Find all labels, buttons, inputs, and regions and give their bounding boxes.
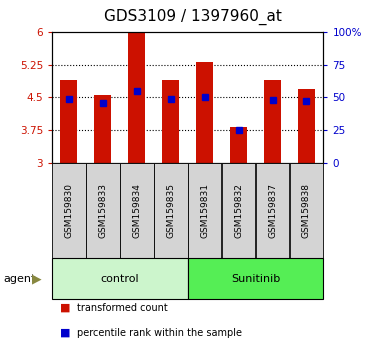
Text: transformed count: transformed count xyxy=(77,303,168,313)
Bar xyxy=(94,95,111,163)
Bar xyxy=(264,80,281,163)
Bar xyxy=(222,163,255,258)
Bar xyxy=(154,163,187,258)
Text: GSM159833: GSM159833 xyxy=(98,183,107,238)
Text: control: control xyxy=(100,274,139,284)
Bar xyxy=(188,163,221,258)
Bar xyxy=(196,62,213,163)
Text: GSM159832: GSM159832 xyxy=(234,183,243,238)
Text: GSM159838: GSM159838 xyxy=(302,183,311,238)
Bar xyxy=(290,163,323,258)
Bar xyxy=(120,163,154,258)
Bar xyxy=(188,258,323,299)
Text: GSM159830: GSM159830 xyxy=(64,183,74,238)
Bar xyxy=(298,88,315,163)
Bar xyxy=(86,163,120,258)
Text: ■: ■ xyxy=(60,303,70,313)
Text: agent: agent xyxy=(4,274,36,284)
Bar xyxy=(52,163,86,258)
Text: GDS3109 / 1397960_at: GDS3109 / 1397960_at xyxy=(104,9,281,25)
Text: GSM159834: GSM159834 xyxy=(132,183,141,238)
Bar xyxy=(52,258,187,299)
Text: GSM159835: GSM159835 xyxy=(166,183,175,238)
Text: ▶: ▶ xyxy=(32,272,42,285)
Text: ■: ■ xyxy=(60,328,70,338)
Text: Sunitinib: Sunitinib xyxy=(231,274,280,284)
Bar xyxy=(230,127,247,163)
Text: GSM159831: GSM159831 xyxy=(200,183,209,238)
Bar xyxy=(162,80,179,163)
Text: GSM159837: GSM159837 xyxy=(268,183,277,238)
Bar xyxy=(128,32,145,163)
Bar xyxy=(256,163,289,258)
Text: percentile rank within the sample: percentile rank within the sample xyxy=(77,328,242,338)
Bar xyxy=(60,80,77,163)
